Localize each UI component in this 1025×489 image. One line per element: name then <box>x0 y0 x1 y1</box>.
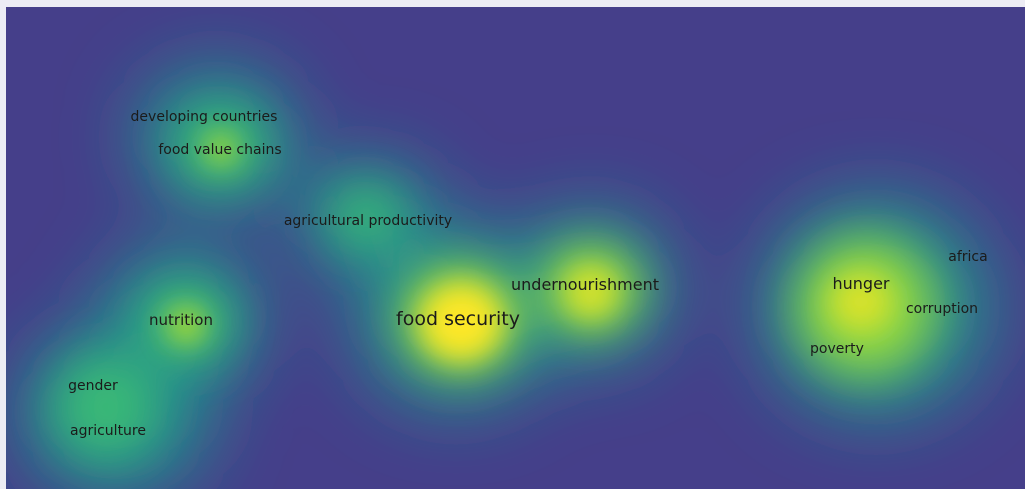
term-gender[interactable]: gender <box>68 378 118 394</box>
core-developing-countries <box>206 134 236 164</box>
term-nutrition[interactable]: nutrition <box>149 311 213 329</box>
term-labels: developing countries food value chains a… <box>68 109 988 439</box>
term-developing-countries[interactable]: developing countries <box>131 109 278 125</box>
term-corruption[interactable]: corruption <box>906 301 978 317</box>
term-hunger[interactable]: hunger <box>833 274 890 293</box>
term-poverty[interactable]: poverty <box>810 341 864 357</box>
term-food-security[interactable]: food security <box>396 308 520 330</box>
core-food-security <box>421 284 501 360</box>
density-map[interactable]: developing countries food value chains a… <box>6 7 1025 489</box>
core-hunger <box>831 274 891 330</box>
term-agriculture[interactable]: agriculture <box>70 423 146 439</box>
mid-agricultural-productivity <box>331 187 401 247</box>
density-visualization[interactable]: developing countries food value chains a… <box>6 7 1025 489</box>
core-nutrition <box>168 307 204 343</box>
term-africa[interactable]: africa <box>948 249 987 265</box>
term-undernourishment[interactable]: undernourishment <box>511 275 659 294</box>
density-core-layer <box>168 134 891 360</box>
mid-gender-agriculture <box>56 357 156 457</box>
core-undernourishment <box>566 267 616 317</box>
term-agricultural-productivity[interactable]: agricultural productivity <box>284 213 452 229</box>
term-food-value-chains[interactable]: food value chains <box>158 142 281 158</box>
